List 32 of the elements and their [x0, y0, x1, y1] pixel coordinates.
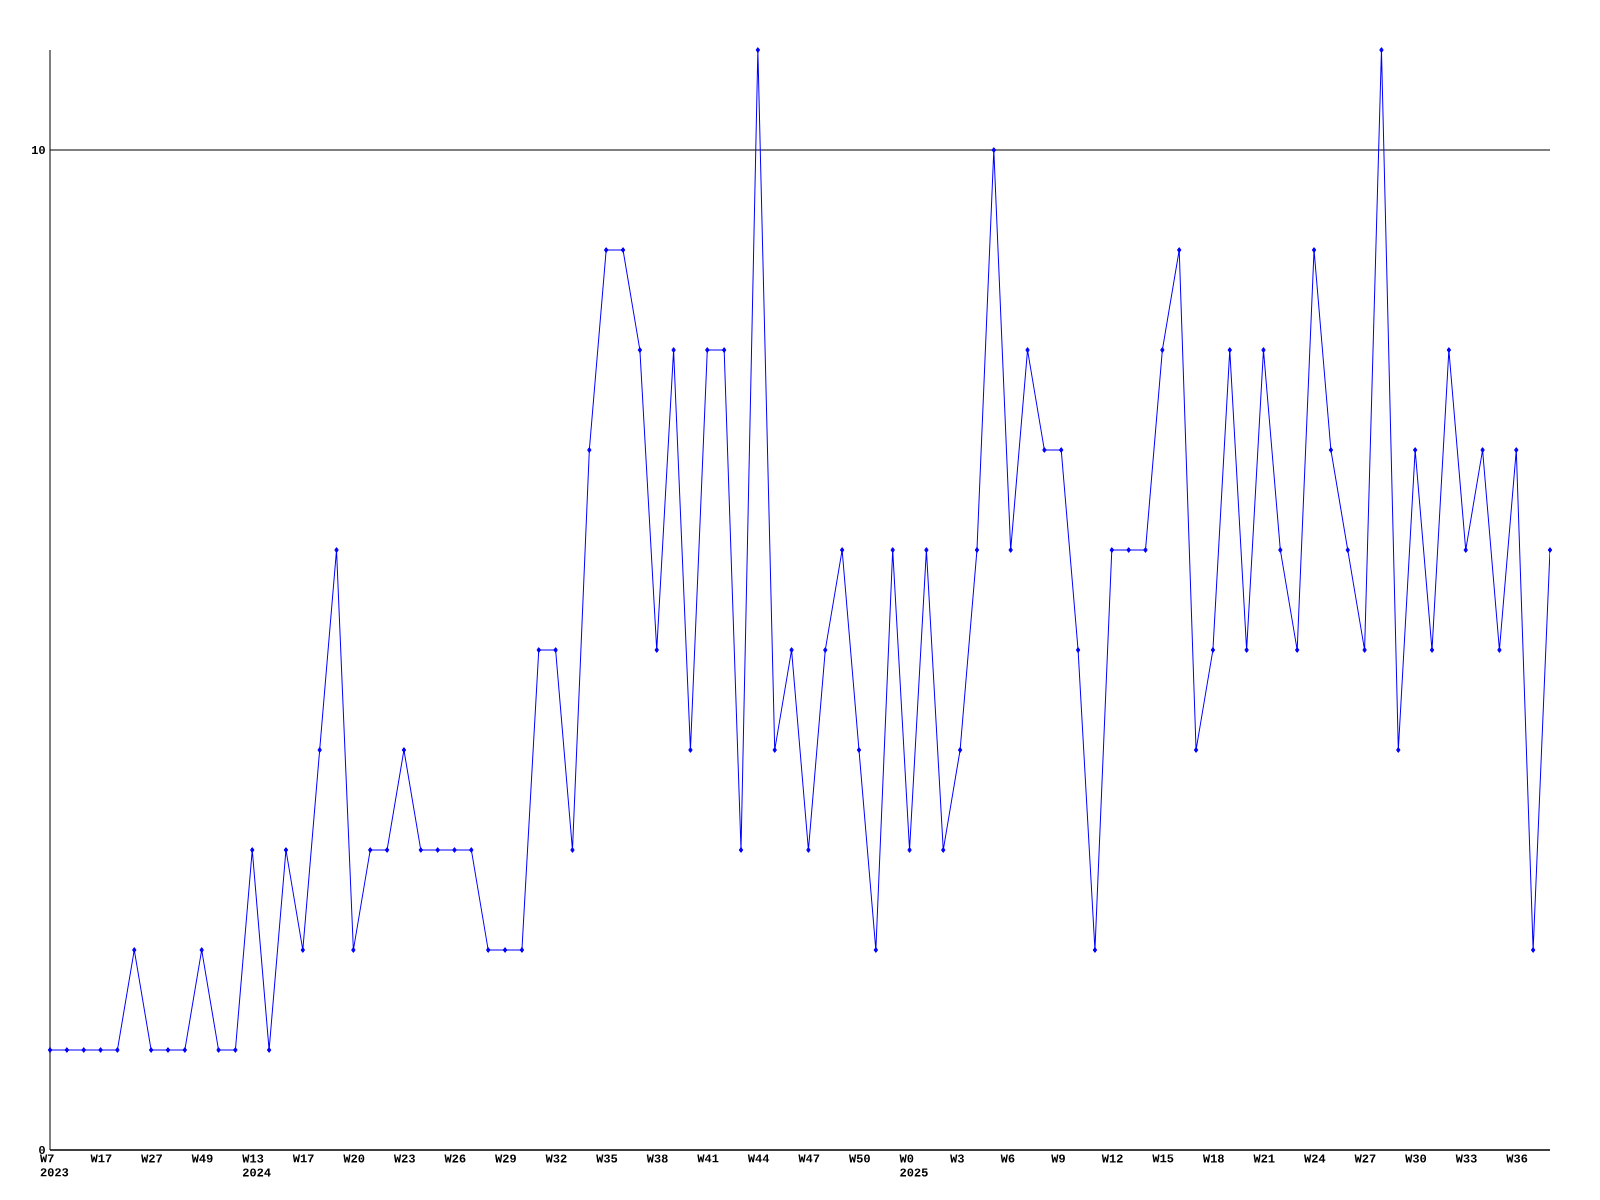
x-tick-label: W35 — [596, 1154, 618, 1163]
x-tick-label: W41 — [697, 1154, 719, 1163]
x-tick-label: W13 2024 — [242, 1154, 271, 1177]
x-tick-label: W38 — [646, 1154, 668, 1163]
x-tick-label: W17 — [292, 1154, 314, 1163]
x-tick-label: W6 — [1000, 1154, 1015, 1163]
x-tick-label: W27 — [141, 1154, 162, 1163]
x-tick-label: W15 — [1152, 1154, 1174, 1163]
x-tick-label: W49 — [191, 1154, 213, 1163]
x-tick-label: W20 — [343, 1154, 365, 1163]
x-tick-label: W12 — [1101, 1154, 1123, 1163]
x-tick-label: W36 — [1506, 1154, 1528, 1163]
x-tick-label: W30 — [1405, 1154, 1427, 1163]
x-tick-label: W50 — [848, 1154, 870, 1163]
x-tick-label: W3 — [950, 1154, 964, 1163]
x-tick-label: W7 2023 — [40, 1154, 69, 1177]
y-tick-label: 0 — [39, 1145, 45, 1155]
x-tick-label: W24 — [1304, 1154, 1326, 1163]
x-tick-label: W18 — [1202, 1154, 1224, 1163]
x-tick-label: W32 — [545, 1154, 567, 1163]
x-tick-label: W9 — [1051, 1154, 1065, 1163]
x-tick-label: W33 — [1455, 1154, 1477, 1163]
x-tick-label: W47 — [798, 1154, 820, 1163]
x-tick-label: W27 — [1354, 1154, 1376, 1163]
x-tick-label: W44 — [747, 1154, 770, 1163]
x-tick-label: W29 — [495, 1154, 516, 1163]
x-tick-label: W21 — [1253, 1154, 1275, 1163]
x-tick-label: W0 2025 — [899, 1154, 928, 1177]
x-tick-label: W23 — [393, 1154, 415, 1163]
y-tick-label: 10 — [32, 145, 45, 155]
x-tick-label: W26 — [444, 1154, 466, 1163]
x-tick-label: W17 — [90, 1154, 112, 1163]
